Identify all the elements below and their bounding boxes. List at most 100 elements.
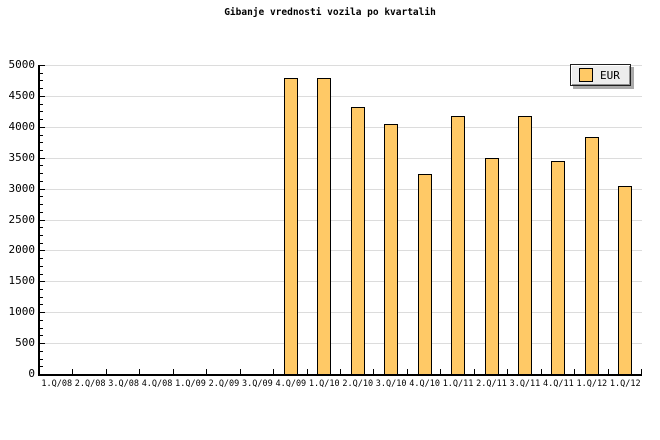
x-axis-tick	[406, 369, 408, 374]
x-tick-label: 4.Q/09	[275, 379, 307, 389]
x-axis-tick	[206, 369, 208, 374]
y-axis-tick	[40, 196, 43, 198]
bar	[451, 115, 466, 374]
bar	[517, 115, 532, 374]
x-axis-tick	[473, 369, 475, 374]
y-axis-tick	[40, 180, 43, 182]
y-axis-tick	[40, 95, 45, 97]
gridline	[40, 219, 642, 221]
y-axis-tick	[40, 358, 43, 360]
y-axis-tick	[40, 72, 43, 74]
y-tick-label: 4000	[8, 119, 36, 133]
x-axis-tick	[273, 369, 275, 374]
y-axis-tick	[40, 80, 43, 82]
y-axis-tick	[40, 65, 45, 66]
gridline	[40, 312, 642, 314]
y-tick-label: 1500	[8, 274, 36, 288]
y-axis-tick	[40, 304, 43, 306]
gridline	[40, 281, 642, 283]
plot-area	[38, 65, 642, 376]
y-axis-tick	[40, 142, 43, 144]
y-axis-tick	[40, 165, 43, 167]
x-axis-labels: 1.Q/08 2.Q/08 3.Q/08 4.Q/08 1.Q/09 2.Q/09 3.Q/…	[0, 379, 660, 393]
y-axis-tick	[40, 126, 45, 128]
y-axis-tick	[40, 366, 43, 368]
x-tick-label: 1.Q/12	[576, 379, 608, 389]
bar	[551, 160, 566, 374]
y-tick-label: 1000	[8, 305, 36, 319]
x-tick-label: 1.Q/12	[609, 379, 641, 389]
x-tick-label: 1.Q/10	[308, 379, 340, 389]
bar	[417, 174, 432, 374]
x-tick-label: 3.Q/09	[242, 379, 273, 389]
y-axis-tick	[40, 88, 43, 90]
y-axis-tick	[40, 234, 43, 236]
y-axis-tick	[40, 343, 45, 345]
legend: EUR	[570, 64, 631, 86]
x-axis-tick	[540, 369, 542, 374]
legend-label: EUR	[600, 68, 620, 82]
x-axis-tick	[373, 369, 375, 374]
x-axis-tick	[340, 369, 341, 374]
x-axis-tick	[172, 369, 174, 374]
gridline	[40, 157, 642, 159]
x-axis-tick	[306, 369, 308, 374]
x-tick-label: 1.Q/11	[442, 379, 474, 389]
y-axis-tick	[40, 250, 45, 252]
gridline	[40, 250, 642, 252]
x-tick-label: 3.Q/08	[108, 379, 139, 389]
x-axis-tick	[507, 369, 509, 374]
x-tick-label: 3.Q/10	[375, 379, 407, 389]
gridline	[40, 65, 642, 66]
bar	[384, 123, 399, 374]
x-tick-label: 2.Q/11	[476, 379, 507, 389]
x-axis-tick	[440, 369, 442, 374]
x-axis-tick	[105, 369, 107, 374]
y-axis-tick	[40, 119, 43, 121]
x-axis-line	[38, 374, 642, 376]
x-axis-tick	[574, 369, 576, 374]
gridline	[40, 188, 642, 190]
y-axis-tick	[40, 188, 45, 190]
legend-swatch-icon	[579, 68, 593, 82]
x-tick-label: 2.Q/10	[342, 379, 374, 389]
gridline	[40, 126, 642, 128]
y-axis-tick	[40, 211, 43, 213]
x-tick-label: 4.Q/10	[409, 379, 440, 389]
x-axis-tick	[239, 369, 241, 374]
y-axis-tick	[40, 103, 43, 105]
y-axis-tick	[40, 219, 45, 221]
x-tick-label: 2.Q/09	[208, 379, 240, 389]
y-axis-tick	[40, 265, 43, 267]
y-axis-tick	[40, 289, 43, 291]
x-tick-label: 1.Q/09	[175, 379, 206, 389]
y-axis-tick	[40, 111, 43, 113]
y-axis-tick	[40, 242, 43, 244]
x-axis-tick	[139, 369, 141, 374]
bar	[317, 77, 332, 374]
y-tick-label: 2000	[8, 243, 36, 257]
y-axis-tick	[40, 227, 43, 229]
bar	[618, 186, 633, 374]
y-axis-tick	[40, 258, 43, 260]
x-axis-tick	[641, 369, 642, 374]
x-tick-label: 3.Q/11	[509, 379, 541, 389]
x-tick-label: 4.Q/11	[543, 379, 574, 389]
y-axis-tick	[40, 134, 43, 136]
bar	[350, 107, 365, 374]
x-axis-tick	[607, 369, 609, 374]
bar	[484, 157, 499, 374]
x-tick-label: 2.Q/08	[74, 379, 106, 389]
gridline	[40, 343, 642, 345]
y-axis-tick	[40, 281, 45, 283]
y-tick-label: 2500	[8, 212, 36, 226]
y-axis-tick	[40, 312, 45, 314]
y-tick-label: 500	[15, 336, 35, 350]
y-axis-tick	[40, 273, 43, 275]
x-axis-tick	[72, 369, 74, 374]
y-tick-label: 4500	[8, 88, 36, 102]
y-axis-tick	[40, 157, 45, 159]
y-tick-label: 3000	[8, 181, 36, 195]
y-axis-tick	[40, 335, 43, 337]
